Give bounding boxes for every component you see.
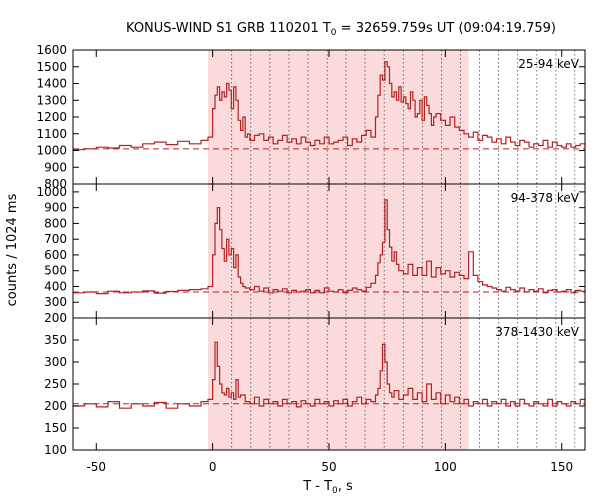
y-tick-label-1-2: 400 bbox=[44, 279, 67, 293]
shaded-interval bbox=[207, 50, 469, 450]
y-tick-label-0-7: 1500 bbox=[36, 60, 67, 74]
y-tick-label-1-5: 700 bbox=[44, 232, 67, 246]
light-curve-0 bbox=[73, 61, 586, 151]
x-tick-label-2: 50 bbox=[321, 460, 336, 474]
light-curve-1 bbox=[73, 199, 586, 295]
x-tick-label-0: -50 bbox=[86, 460, 106, 474]
plot-area: 800900100011001200130014001500160025-94 … bbox=[36, 43, 586, 474]
y-tick-label-0-1: 900 bbox=[44, 160, 67, 174]
chart-title: KONUS-WIND S1 GRB 110201 T0 = 32659.759s… bbox=[126, 21, 556, 38]
y-tick-label-1-7: 900 bbox=[44, 201, 67, 215]
y-tick-label-2-1: 150 bbox=[44, 421, 67, 435]
y-tick-label-1-8: 1000 bbox=[36, 185, 67, 199]
y-tick-label-1-3: 500 bbox=[44, 264, 67, 278]
y-tick-label-2-2: 200 bbox=[44, 399, 67, 413]
y-tick-label-1-1: 300 bbox=[44, 295, 67, 309]
x-tick-label-4: 150 bbox=[550, 460, 573, 474]
y-tick-label-0-4: 1200 bbox=[36, 110, 67, 124]
band-label-1: 94-378 keV bbox=[511, 191, 580, 205]
y-tick-label-2-5: 350 bbox=[44, 333, 67, 347]
y-axis-label: counts / 1024 ms bbox=[5, 193, 20, 306]
y-tick-label-1-4: 600 bbox=[44, 248, 67, 262]
x-axis-label: T - T0, s bbox=[302, 479, 353, 496]
y-tick-label-1-6: 800 bbox=[44, 216, 67, 230]
y-tick-label-0-6: 1400 bbox=[36, 77, 67, 91]
x-tick-label-1: 0 bbox=[209, 460, 217, 474]
x-tick-label-3: 100 bbox=[434, 460, 457, 474]
y-tick-label-2-0: 100 bbox=[44, 443, 67, 457]
y-tick-label-2-4: 300 bbox=[44, 355, 67, 369]
y-tick-label-0-3: 1100 bbox=[36, 127, 67, 141]
light-curve-2 bbox=[73, 341, 586, 409]
y-tick-label-0-2: 1000 bbox=[36, 144, 67, 158]
y-tick-label-0-0: 800 bbox=[44, 177, 67, 191]
band-label-0: 25-94 keV bbox=[518, 57, 580, 71]
band-label-2: 378-1430 keV bbox=[495, 325, 579, 339]
y-tick-label-1-0: 200 bbox=[44, 311, 67, 325]
y-tick-label-0-5: 1300 bbox=[36, 93, 67, 107]
y-tick-label-2-3: 250 bbox=[44, 377, 67, 391]
y-tick-label-0-8: 1600 bbox=[36, 43, 67, 57]
